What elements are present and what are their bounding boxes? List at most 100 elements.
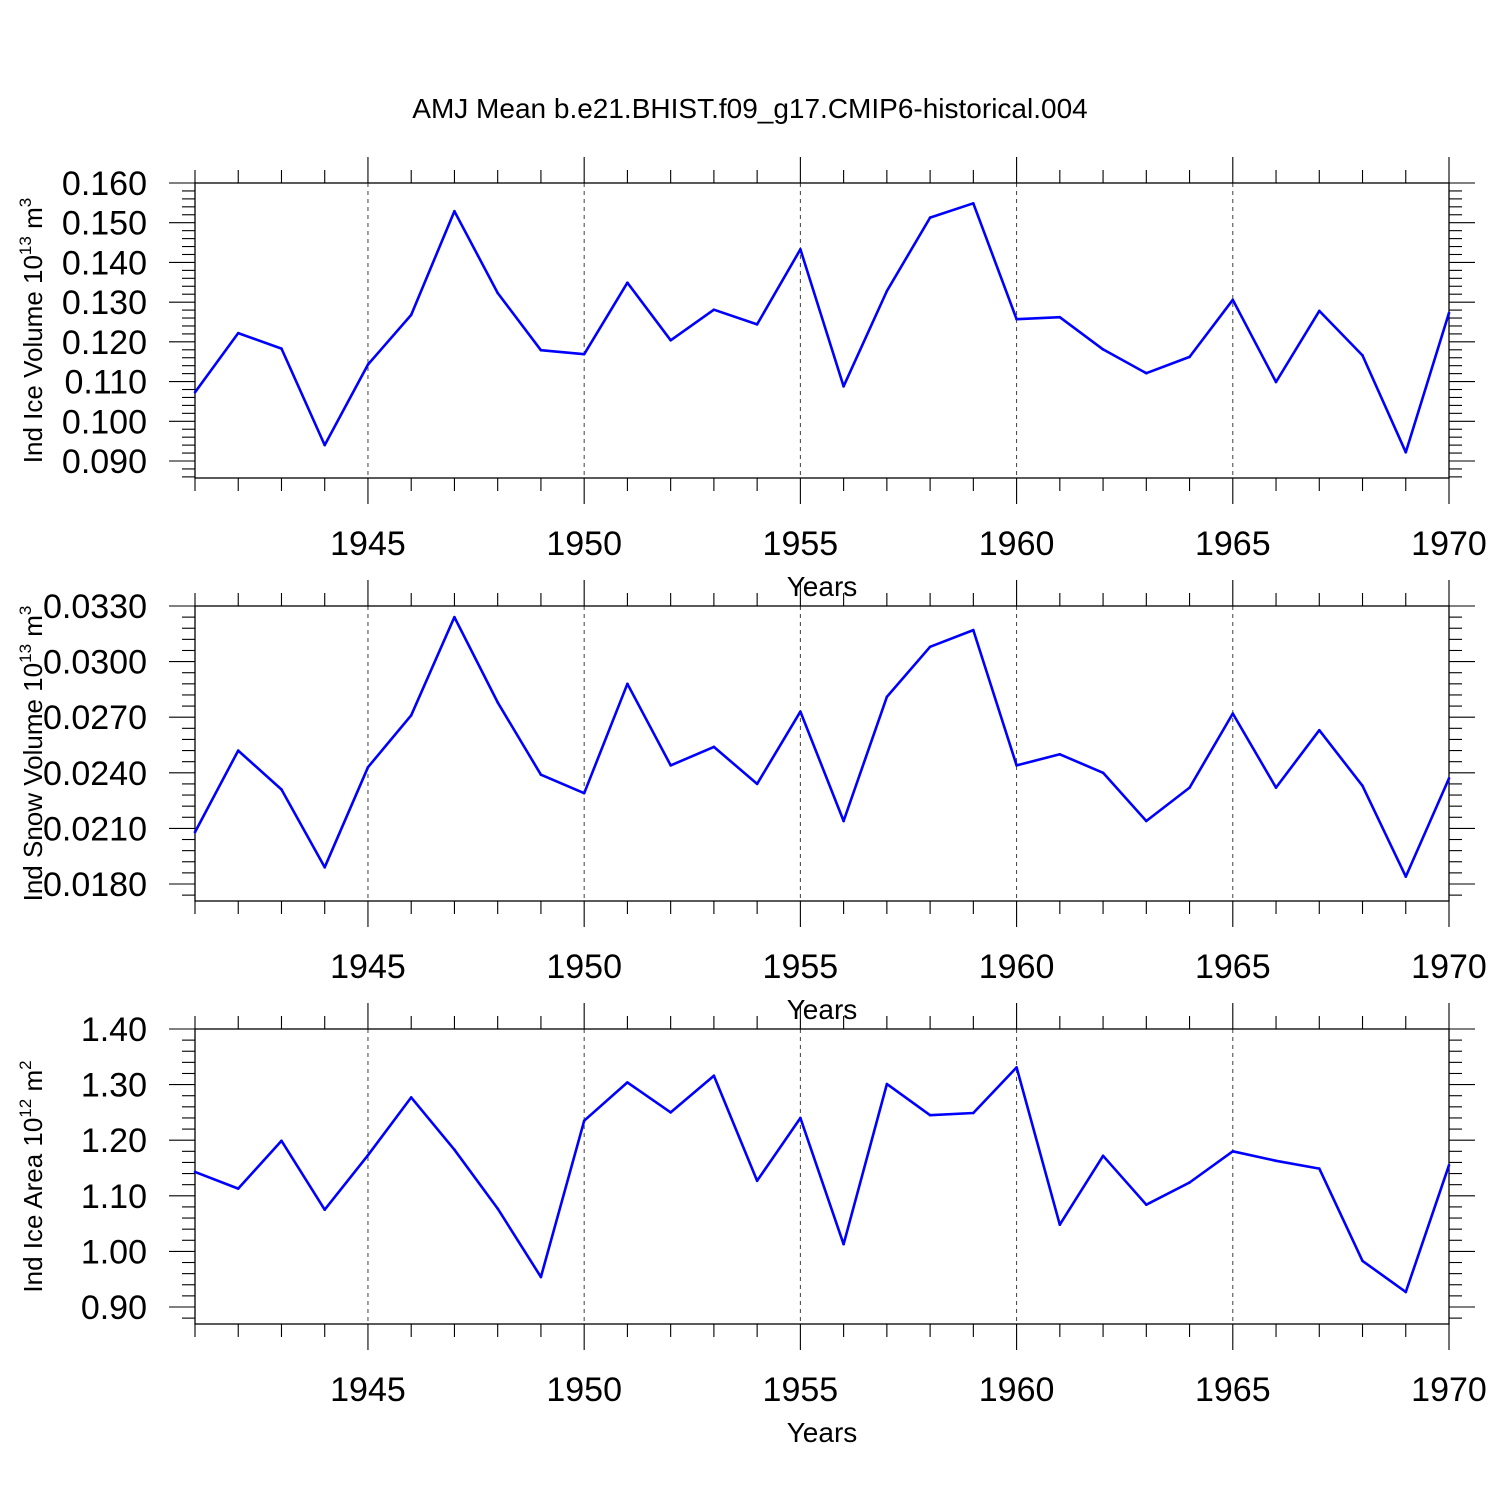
data-point-1957 — [885, 695, 889, 699]
x-axis-label: Years — [787, 1417, 858, 1448]
data-point-1947 — [453, 615, 456, 619]
data-point-1965 — [1231, 298, 1235, 302]
data-point-1964 — [1188, 1181, 1191, 1184]
y-axis-label-text: Ind Snow Volume 10 — [18, 663, 48, 902]
data-point-1961 — [1058, 1223, 1062, 1227]
series-line-ice-volume — [193, 202, 1451, 454]
y-tick-label: 1.30 — [81, 1067, 147, 1105]
data-point-1952 — [669, 1111, 672, 1114]
y-axis-label: Ind Ice Volume 1013 m3 — [16, 198, 48, 463]
y-tick-label: 0.0330 — [43, 588, 147, 626]
data-point-1954 — [755, 323, 759, 326]
data-point-1970 — [1447, 777, 1451, 780]
data-point-1955 — [799, 248, 802, 251]
x-tick-label-1945: 1945 — [330, 525, 406, 563]
x-tick-label-1965: 1965 — [1195, 1371, 1271, 1409]
data-point-1969 — [1404, 875, 1408, 878]
data-point-1957 — [885, 289, 889, 293]
data-point-1966 — [1274, 786, 1278, 789]
data-point-1948 — [496, 1207, 499, 1210]
data-point-1945 — [366, 765, 370, 769]
y-tick-label: 0.160 — [62, 165, 147, 203]
data-point-1960 — [1015, 1066, 1018, 1069]
x-tick-label-1950: 1950 — [546, 1371, 622, 1409]
x-tick-label-1945: 1945 — [330, 1371, 406, 1409]
data-point-1962 — [1101, 1154, 1105, 1158]
x-tick-label-1965: 1965 — [1195, 948, 1271, 986]
data-point-1951 — [626, 1081, 629, 1084]
data-point-1967 — [1317, 1167, 1321, 1170]
y-axis-label: Ind Snow Volume 1013 m3 — [16, 606, 48, 902]
data-point-1942 — [236, 331, 240, 335]
data-point-1962 — [1101, 348, 1105, 351]
x-tick-label-1970: 1970 — [1411, 1371, 1487, 1409]
data-point-1953 — [712, 1074, 716, 1078]
data-point-1965 — [1231, 1150, 1235, 1153]
data-point-1944 — [323, 1208, 327, 1211]
y-axis-label-exponent: 13 — [16, 644, 35, 663]
y-axis-label-unit: m — [18, 1070, 48, 1099]
data-point-1941 — [193, 390, 197, 394]
y-axis-label-exponent: 13 — [16, 236, 35, 255]
data-point-1970 — [1447, 1163, 1451, 1167]
data-point-1955 — [799, 710, 802, 713]
x-tick-label-1950: 1950 — [546, 948, 622, 986]
y-axis-label-exponent: 12 — [16, 1099, 35, 1118]
plot-frame — [194, 182, 1450, 479]
series-line-ice-area — [194, 1066, 1451, 1294]
y-axis-label-unit: m — [18, 207, 48, 236]
x-tick-label-1970: 1970 — [1411, 525, 1487, 563]
data-point-1948 — [496, 291, 499, 295]
data-point-1968 — [1361, 784, 1364, 788]
y-tick-label: 0.0180 — [43, 866, 147, 904]
data-point-1946 — [409, 714, 413, 717]
data-point-1957 — [885, 1082, 889, 1086]
y-tick-label: 0.0240 — [43, 755, 147, 793]
data-point-1945 — [366, 1153, 370, 1157]
x-tick-label-1960: 1960 — [979, 1371, 1055, 1409]
data-point-1969 — [1404, 1290, 1408, 1294]
data-point-1949 — [539, 1275, 543, 1279]
data-point-1954 — [755, 782, 759, 786]
y-axis-label-text: Ind Ice Area 10 — [18, 1118, 48, 1293]
data-point-1950 — [582, 352, 586, 356]
data-point-1964 — [1188, 355, 1191, 359]
panel-ice-volume: 1945 1950 1955 1960 1965 1970Years0.0900.1000… — [16, 157, 1487, 602]
data-point-1941 — [193, 1170, 197, 1174]
y-tick-label: 0.140 — [62, 244, 147, 282]
data-point-1947 — [453, 209, 456, 213]
y-tick-label: 0.120 — [62, 324, 147, 362]
y-tick-label: 1.40 — [81, 1011, 147, 1049]
data-point-1968 — [1361, 354, 1364, 357]
x-axis-label: Years — [787, 994, 858, 1025]
data-point-1963 — [1145, 1203, 1148, 1206]
data-point-1963 — [1145, 371, 1148, 375]
data-point-1959 — [972, 201, 975, 205]
data-point-1953 — [712, 745, 716, 749]
data-point-1942 — [236, 1187, 240, 1190]
y-tick-label: 0.0300 — [43, 644, 147, 682]
data-point-1944 — [323, 443, 327, 447]
x-axis-label: Years — [787, 571, 858, 602]
y-tick-label: 0.090 — [62, 443, 147, 481]
data-point-1959 — [972, 628, 975, 632]
data-point-1950 — [582, 1119, 586, 1123]
data-point-1950 — [582, 791, 586, 795]
data-point-1969 — [1404, 450, 1408, 454]
data-point-1967 — [1317, 309, 1321, 313]
data-point-1961 — [1058, 752, 1062, 756]
panel-snow-volume: 1945 1950 1955 1960 1965 1970 Years 0.0180 0.021… — [16, 580, 1487, 1025]
data-point-1946 — [409, 313, 413, 317]
data-point-1968 — [1361, 1259, 1364, 1263]
data-point-1944 — [323, 866, 327, 869]
data-point-1958 — [928, 1113, 932, 1117]
y-tick-label: 0.0270 — [43, 699, 147, 737]
series-line-snow-volume — [193, 615, 1451, 878]
data-point-1947 — [453, 1148, 456, 1151]
y-tick-label: 0.90 — [81, 1289, 147, 1327]
data-point-1951 — [626, 682, 629, 686]
data-point-1959 — [972, 1111, 975, 1115]
y-tick-label: 0.100 — [62, 403, 147, 441]
data-point-1960 — [1015, 317, 1018, 321]
